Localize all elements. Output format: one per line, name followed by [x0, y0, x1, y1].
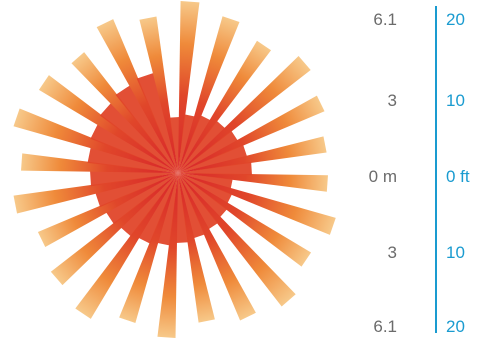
burst-ray-outer: [178, 173, 296, 307]
burst-ray-inner: [178, 173, 233, 204]
scale-meters-label-top: 6.1: [373, 10, 397, 29]
burst-ray-outer: [178, 173, 215, 323]
scale-meters-label-lower: 3: [387, 243, 397, 262]
burst-ray-outer: [96, 19, 178, 173]
burst-ray-inner: [120, 173, 178, 237]
burst-ray-outer: [178, 173, 256, 321]
burst-ray-outer: [178, 173, 312, 267]
burst-ray-outer: [50, 173, 178, 286]
ray-group: [13, 1, 336, 338]
scale-meters-label-zero: 0 m: [368, 167, 397, 186]
burst-ray-outer: [178, 56, 311, 173]
burst-ray-outer: [13, 173, 179, 214]
burst-ray-inner: [115, 84, 178, 173]
scale-feet-label-zero: 0 ft: [446, 167, 470, 186]
scale-feet-label-upper: 10: [446, 91, 465, 110]
burst-ray-inner: [178, 130, 238, 173]
burst-ray-inner: [95, 173, 178, 208]
scale-feet-label-bottom: 20: [446, 317, 465, 336]
burst-ray-inner: [178, 173, 218, 230]
burst-ray-inner: [178, 173, 205, 239]
burst-ray-inner: [178, 120, 226, 173]
burst-ray-outer: [178, 95, 325, 173]
radial-burst-graphic: [13, 1, 336, 338]
burst-ray-outer: [139, 16, 178, 174]
burst-ray-inner: [136, 72, 178, 173]
burst-ray-inner: [178, 115, 211, 173]
burst-ray-inner: [99, 102, 178, 173]
burst-ray-outer: [37, 173, 178, 248]
burst-ray-inner: [90, 170, 178, 187]
burst-ray-outer: [38, 75, 178, 173]
scale-meters-label-bottom: 6.1: [373, 317, 397, 336]
scale-axis-line: [435, 6, 437, 333]
burst-ray-inner: [169, 117, 180, 173]
burst-ray-inner: [178, 161, 252, 176]
scale-meters-label-upper: 3: [387, 91, 397, 110]
scale-feet-label-top: 20: [446, 10, 465, 29]
burst-ray-outer: [75, 173, 178, 319]
burst-ray-outer: [178, 40, 272, 173]
burst-ray-inner: [138, 173, 178, 244]
burst-ray-inner: [175, 173, 189, 243]
scale-feet-label-lower: 10: [446, 243, 465, 262]
burst-ray-outer: [178, 136, 327, 173]
distance-scale: 6.1 20 3 10 0 m 0 ft 3 10 6.1 20: [360, 0, 479, 339]
burst-ray-outer: [71, 52, 178, 173]
burst-ray-inner: [90, 123, 178, 173]
burst-ray-inner: [178, 173, 228, 218]
burst-ray-inner: [178, 144, 248, 173]
burst-ray-inner: [105, 173, 178, 225]
